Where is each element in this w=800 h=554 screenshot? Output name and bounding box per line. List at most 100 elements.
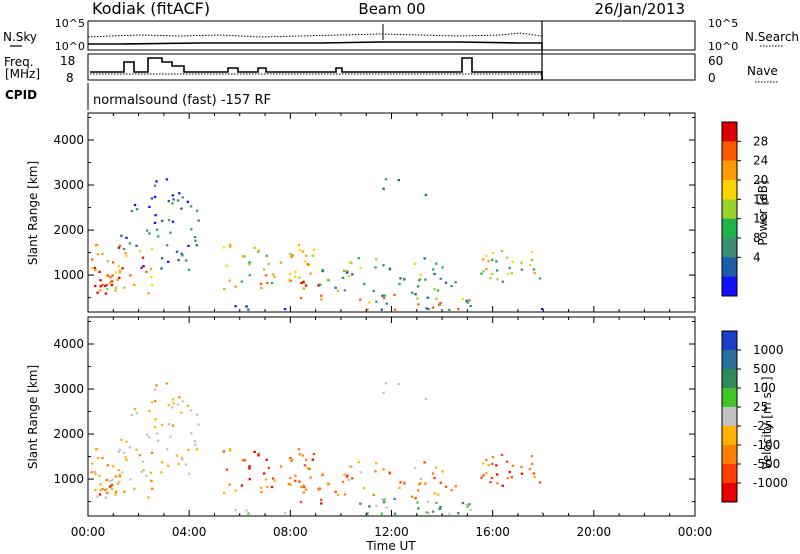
x-axis: 00:00 04:00 08:00 12:00 16:00 20:00 00:00 xyxy=(71,525,713,539)
velocity-data-cell xyxy=(482,474,485,477)
velocity-data-cell xyxy=(133,487,136,490)
power-data-cell xyxy=(167,200,170,203)
power-data-cell xyxy=(259,282,263,285)
x-tick-label: 04:00 xyxy=(172,525,207,539)
velocity-data-cell xyxy=(381,498,384,501)
power-data-cell xyxy=(538,277,542,280)
velocity-data-cell xyxy=(153,425,157,428)
velocity-data-cell xyxy=(489,481,492,484)
velocity-data-cell xyxy=(341,480,345,483)
velocity-data-cell xyxy=(375,462,378,465)
power-data-cell xyxy=(94,285,97,288)
power-data-cell xyxy=(461,298,465,301)
power-data-cell xyxy=(491,252,495,255)
power-colorbar-swatch xyxy=(722,257,737,278)
power-data-cell xyxy=(94,244,97,247)
velocity-data-cell xyxy=(141,460,145,463)
velocity-data-cell xyxy=(425,511,428,514)
velocity-data-cell xyxy=(351,477,354,480)
velocity-data-cell xyxy=(95,447,99,451)
power-data-cell xyxy=(501,280,504,283)
velocity-data-cell xyxy=(431,472,435,475)
velocity-data-cell xyxy=(419,477,422,481)
velocity-colorbar-tick-label: 100 xyxy=(753,381,776,395)
power-data-cell xyxy=(180,207,183,210)
power-data-cell xyxy=(450,285,453,288)
power-data-cell xyxy=(466,301,469,304)
velocity-data-cell xyxy=(156,432,159,435)
power-data-cell xyxy=(393,308,397,311)
velocity-data-cell xyxy=(257,453,260,456)
power-data-cell xyxy=(111,261,115,264)
velocity-data-cell xyxy=(359,471,362,474)
velocity-data-cell xyxy=(245,509,248,512)
x-tick-label: 16:00 xyxy=(475,525,510,539)
power-data-cell xyxy=(90,267,93,270)
power-data-cell xyxy=(135,244,138,247)
power-data-cell xyxy=(154,214,157,217)
power-data-cell xyxy=(114,271,118,274)
power-colorbar-swatch xyxy=(722,199,737,220)
power-y-tick-label: 4000 xyxy=(53,133,84,147)
velocity-data-cell xyxy=(248,478,251,481)
velocity-data-cell xyxy=(99,483,102,486)
velocity-data-cell xyxy=(160,471,163,474)
power-data-cell xyxy=(108,281,112,284)
power-data-cell xyxy=(346,270,349,273)
x-tick-label: 08:00 xyxy=(273,525,308,539)
velocity-data-cell xyxy=(393,512,397,515)
power-data-cell xyxy=(530,258,534,261)
velocity-data-cell xyxy=(169,435,172,438)
velocity-data-cell xyxy=(350,465,353,469)
velocity-data-cell xyxy=(241,459,244,462)
velocity-data-cell xyxy=(153,388,157,391)
velocity-data-cell xyxy=(118,475,122,478)
velocity-data-cell xyxy=(98,493,102,496)
velocity-data-cell xyxy=(397,383,400,386)
power-data-cell xyxy=(482,258,485,261)
power-data-cell xyxy=(186,200,189,203)
velocity-colorbar-swatch xyxy=(722,350,737,370)
power-data-cell xyxy=(397,179,400,182)
velocity-data-cell xyxy=(180,456,183,459)
velocity-data-cell xyxy=(304,458,308,461)
power-data-cell xyxy=(388,267,391,270)
velocity-data-cell xyxy=(96,457,100,460)
power-data-cell xyxy=(270,282,274,285)
velocity-data-cell xyxy=(111,465,115,468)
velocity-data-cell xyxy=(178,396,181,399)
velocity-data-cell xyxy=(234,489,237,492)
power-data-cell xyxy=(150,275,153,278)
velocity-data-cell xyxy=(372,493,375,497)
power-data-cell xyxy=(110,283,114,287)
velocity-data-cell xyxy=(125,459,128,462)
velocity-data-cell xyxy=(114,490,118,493)
velocity-data-cell xyxy=(294,474,297,477)
velocity-data-cell xyxy=(520,472,524,475)
power-data-cell xyxy=(105,275,108,278)
power-data-cell xyxy=(303,281,306,285)
velocity-data-cell xyxy=(393,497,396,500)
power-data-cell xyxy=(375,300,378,303)
velocity-data-cell xyxy=(388,471,391,474)
power-data-cell xyxy=(302,280,305,283)
velocity-data-cell xyxy=(336,493,340,496)
velocity-data-cell xyxy=(348,465,352,468)
power-data-cell xyxy=(321,269,325,272)
power-data-cell xyxy=(351,273,354,276)
velocity-data-cell xyxy=(110,483,114,486)
velocity-data-cell xyxy=(187,472,191,475)
power-data-cell xyxy=(336,289,340,292)
power-data-cell xyxy=(106,260,109,263)
power-data-cell xyxy=(178,192,181,195)
power-data-cell xyxy=(418,279,421,282)
velocity-colorbar-swatch xyxy=(722,445,737,465)
velocity-data-cell xyxy=(311,458,314,461)
freq-trace xyxy=(90,57,543,80)
power-data-cell xyxy=(317,284,320,287)
power-data-cell xyxy=(197,219,200,222)
power-data-cell xyxy=(157,235,160,238)
velocity-data-cell xyxy=(155,384,158,387)
velocity-data-cell xyxy=(101,456,104,460)
power-colorbar-tick-label: 8 xyxy=(753,231,761,245)
